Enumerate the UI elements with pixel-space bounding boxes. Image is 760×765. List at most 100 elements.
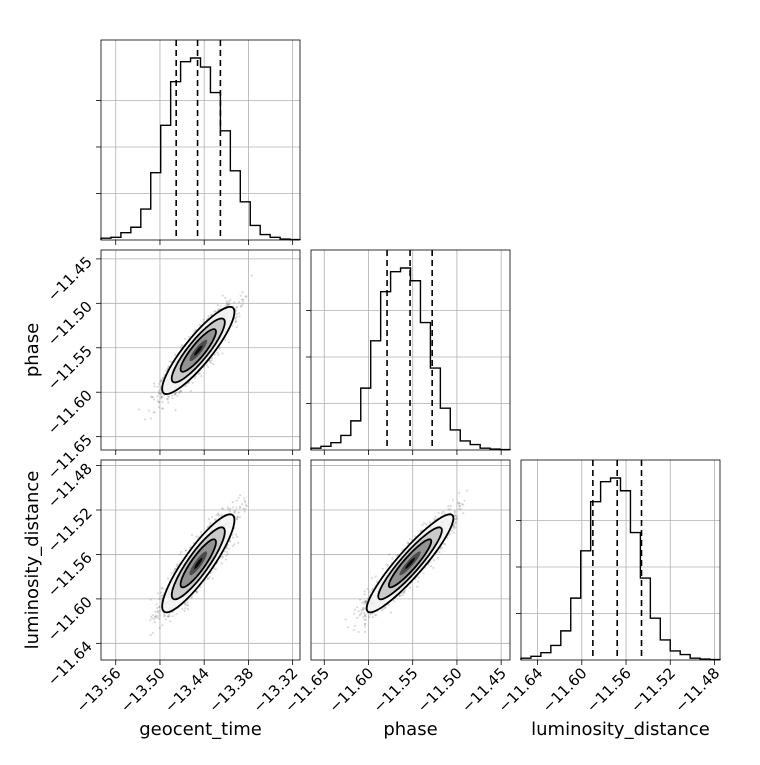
histogram-panel-luminosity_distance (516, 460, 720, 665)
sample-point (156, 395, 158, 397)
sample-point (158, 406, 160, 408)
sample-point (181, 344, 183, 346)
sample-point (150, 616, 152, 618)
sample-point (150, 417, 152, 419)
sample-point (160, 393, 162, 395)
sample-point (221, 562, 223, 564)
sample-point (160, 379, 162, 381)
sample-point (199, 373, 201, 375)
sample-point (224, 297, 226, 299)
sample-point (152, 396, 154, 398)
sample-point (171, 395, 173, 397)
sample-point (219, 305, 221, 307)
sample-point (160, 397, 162, 399)
sample-point (158, 401, 160, 403)
sample-point (200, 375, 202, 377)
sample-point (154, 621, 156, 623)
sample-point (206, 364, 208, 366)
sample-point (162, 407, 164, 409)
sample-point (153, 398, 155, 400)
sample-point (175, 392, 177, 394)
sample-point (179, 391, 181, 393)
sample-point (157, 386, 159, 388)
sample-point (152, 614, 154, 616)
sample-point (238, 315, 240, 317)
histogram-luminosity_distance (521, 478, 720, 660)
sample-point (229, 299, 231, 301)
sample-point (238, 301, 240, 303)
sample-point (174, 409, 176, 411)
sample-point (216, 351, 218, 353)
sample-point (245, 295, 247, 297)
sample-point (148, 410, 150, 412)
sample-point (235, 321, 237, 323)
sample-point (166, 398, 168, 400)
histogram-panel-geocent_time (96, 40, 300, 245)
sample-point (212, 363, 214, 365)
sample-point (153, 382, 155, 384)
histogram-frame (101, 40, 300, 240)
sample-point (159, 627, 161, 629)
sample-point (172, 615, 174, 617)
sample-point (174, 354, 176, 356)
sample-point (228, 301, 230, 303)
sample-point (157, 399, 159, 401)
sample-point (236, 316, 238, 318)
sample-point (192, 382, 194, 384)
sample-point (236, 326, 238, 328)
sample-point (227, 506, 229, 508)
sample-point (222, 352, 224, 354)
sample-point (168, 360, 170, 362)
sample-point (240, 305, 242, 307)
sample-point (207, 315, 209, 317)
sample-point (160, 381, 162, 383)
sample-point (229, 510, 231, 512)
sample-point (158, 390, 160, 392)
sample-point (219, 347, 221, 349)
sample-point (144, 418, 146, 420)
sample-point (217, 353, 219, 355)
sample-point (227, 304, 229, 306)
sample-point (185, 385, 187, 387)
sample-point (158, 392, 160, 394)
sample-point (226, 300, 228, 302)
sample-point (172, 397, 174, 399)
histogram-panel-phase (306, 250, 510, 455)
sample-point (158, 383, 160, 385)
sample-point (168, 613, 170, 615)
sample-point (217, 304, 219, 306)
sample-point (241, 298, 243, 300)
sample-point (227, 553, 229, 555)
sample-point (170, 572, 172, 574)
scatter-panel-geocent_time-luminosity_distance (96, 460, 300, 665)
sample-point (208, 518, 210, 520)
sample-point (228, 341, 230, 343)
sample-point (153, 411, 155, 413)
sample-point (167, 401, 169, 403)
sample-point (211, 359, 213, 361)
sample-point (236, 306, 238, 308)
sample-point (190, 390, 192, 392)
sample-point (176, 395, 178, 397)
sample-point (240, 295, 242, 297)
sample-point (163, 615, 165, 617)
histogram-geocent_time (101, 58, 300, 240)
scatter-panel-geocent_time-phase (96, 250, 300, 455)
sample-point (161, 624, 163, 626)
sample-point (195, 536, 197, 538)
sample-point (222, 295, 224, 297)
sample-point (215, 310, 217, 312)
sample-point (154, 385, 156, 387)
sample-point (233, 302, 235, 304)
sample-point (159, 614, 161, 616)
sample-point (251, 274, 253, 276)
sample-point (242, 291, 244, 293)
sample-point (160, 592, 162, 594)
sample-point (154, 611, 156, 613)
sample-point (236, 313, 238, 315)
sample-point (203, 318, 205, 320)
sample-point (207, 366, 209, 368)
sample-point (238, 312, 240, 314)
